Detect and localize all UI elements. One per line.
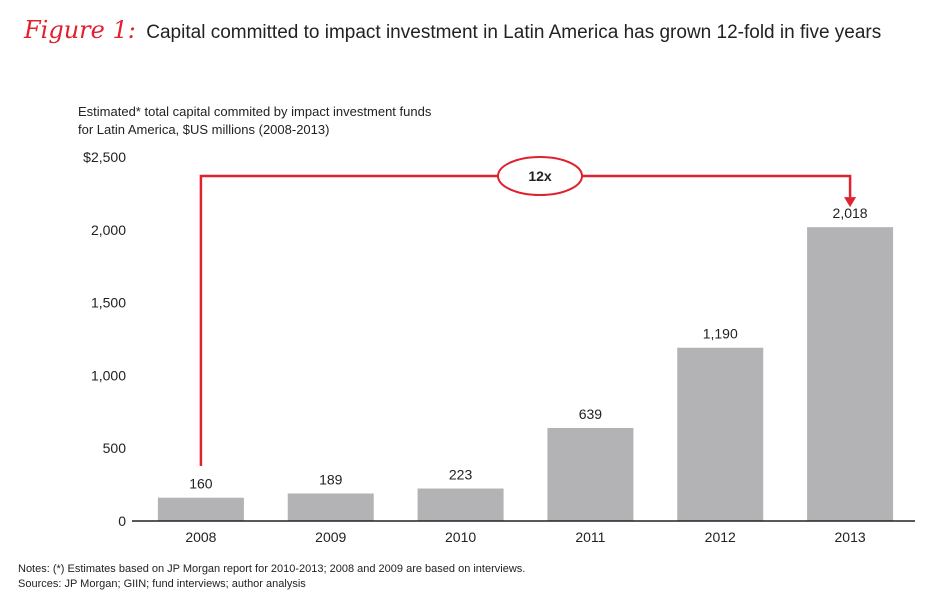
bar (547, 427, 634, 521)
y-tick-label: 1,500 (91, 295, 126, 311)
y-tick-label: $2,500 (83, 149, 126, 165)
chart-subtitle-line-2: for Latin America, $US millions (2008-20… (78, 122, 330, 137)
chart-subtitle: Estimated* total capital commited by imp… (78, 103, 498, 139)
figure-title: Capital committed to impact investment i… (146, 22, 882, 43)
growth-arrowhead (844, 197, 857, 208)
bar-value-label: 223 (449, 467, 473, 483)
notes-line: Notes: (*) Estimates based on JP Morgan … (18, 563, 526, 575)
sources-line: Sources: JP Morgan; GIIN; fund interview… (18, 578, 306, 590)
bar-value-label: 189 (319, 471, 343, 487)
bar-value-label: 2,018 (833, 205, 868, 221)
figure-header: Figure 1: Capital committed to impact in… (24, 16, 881, 44)
growth-annotation-label: 12x (528, 168, 552, 184)
bar (807, 227, 894, 521)
x-tick-label: 2008 (185, 529, 216, 545)
chart-subtitle-line-1: Estimated* total capital commited by imp… (78, 104, 432, 119)
bar (287, 493, 374, 521)
x-tick-label: 2010 (445, 529, 476, 545)
figure-label: Figure 1: (24, 16, 136, 44)
bar-value-label: 160 (189, 476, 213, 492)
bar (157, 497, 244, 521)
y-tick-label: 500 (103, 440, 127, 456)
x-tick-label: 2009 (315, 529, 346, 545)
y-tick-label: 2,000 (91, 222, 126, 238)
growth-ellipse (497, 156, 583, 196)
x-tick-label: 2011 (575, 529, 605, 545)
x-tick-label: 2013 (835, 529, 866, 545)
bar (677, 347, 764, 521)
bar-value-label: 639 (579, 406, 603, 422)
y-tick-label: 1,000 (91, 367, 126, 383)
x-tick-label: 2012 (705, 529, 736, 545)
y-tick-label: 0 (118, 513, 126, 529)
bar (417, 488, 504, 521)
chart-notes: Notes: (*) Estimates based on JP Morgan … (18, 562, 525, 592)
bar-value-label: 1,190 (703, 326, 738, 342)
